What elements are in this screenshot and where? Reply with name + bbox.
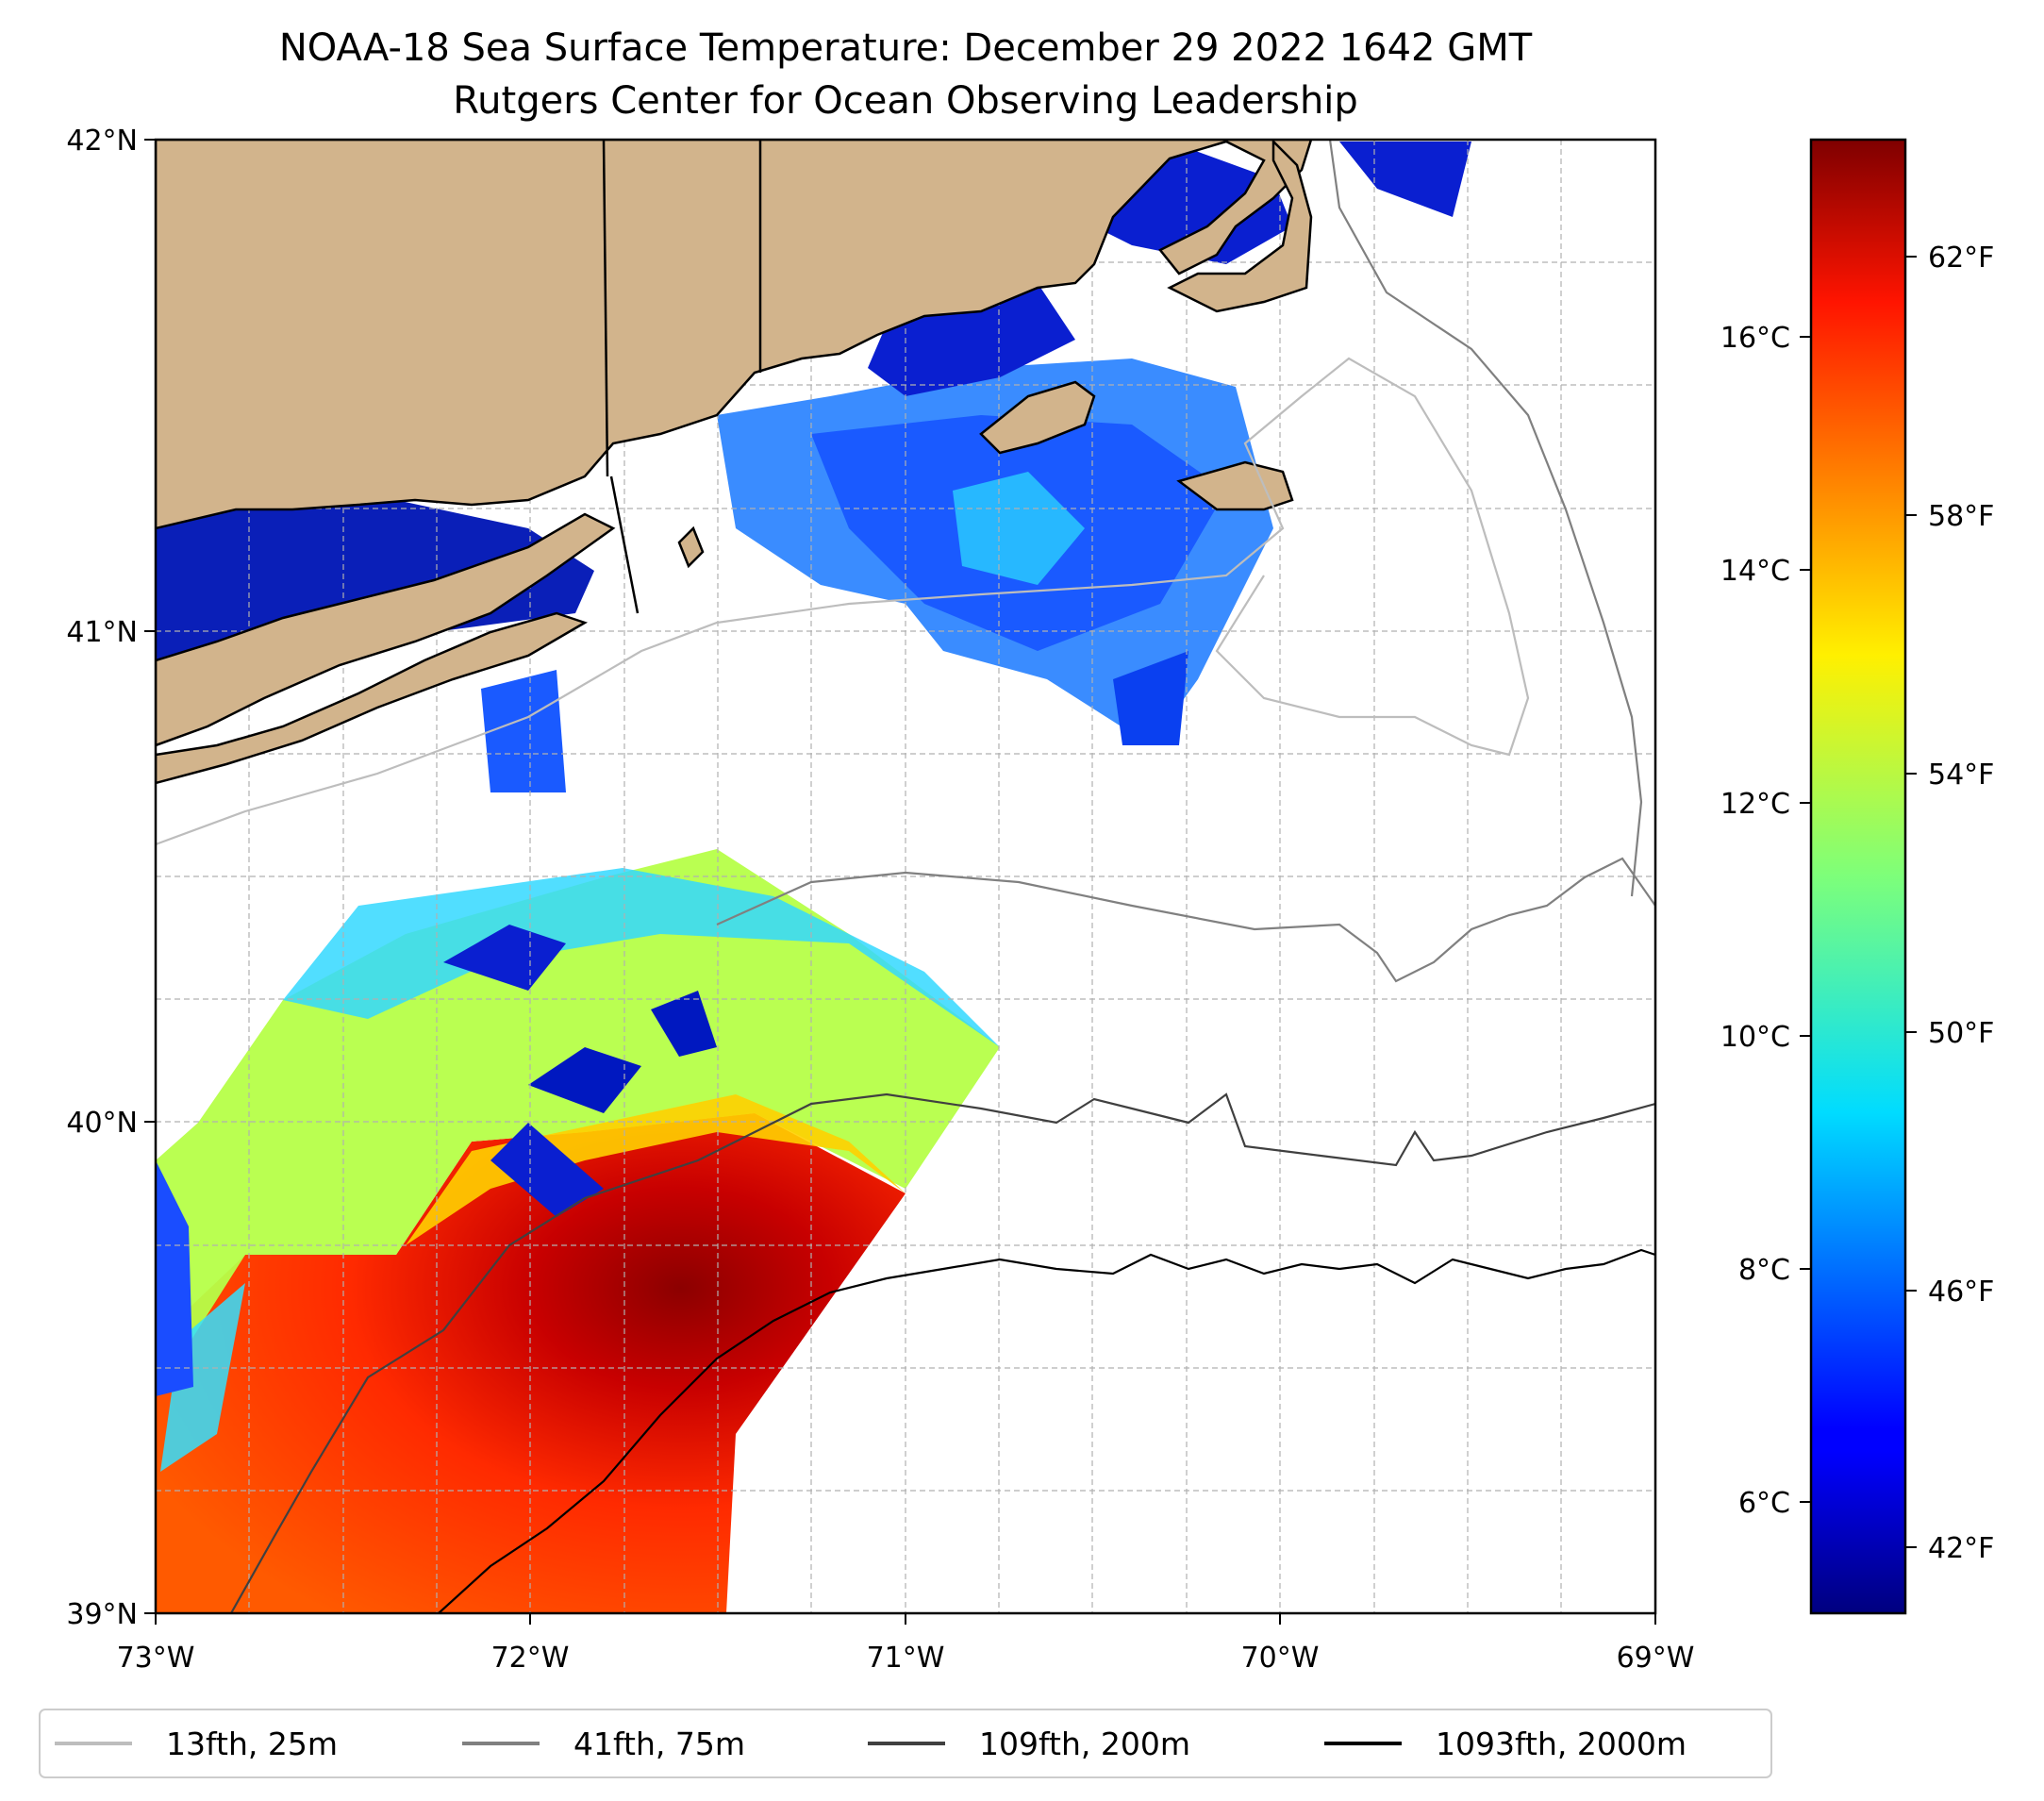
legend-item: 109fth, 200m (868, 1726, 1190, 1762)
celsius-tick-label: 6°C (1738, 1487, 1790, 1520)
colorbar: 6°C 8°C 10°C 12°C 14°C 16°C 42°F 46°F 50… (1720, 138, 1994, 1615)
x-tick-label: 72°W (491, 1642, 570, 1675)
sst-offshore-cape (1339, 142, 1471, 217)
mainland-new-england (156, 140, 1313, 530)
sst-blue-patch (1113, 651, 1188, 745)
legend-label: 1093fth, 2000m (1436, 1726, 1687, 1762)
celsius-tick-label: 8°C (1738, 1254, 1790, 1287)
fahrenheit-tick-label: 50°F (1928, 1017, 1994, 1050)
legend-item: 41fth, 75m (462, 1726, 745, 1762)
sst-blue-patch (156, 1160, 193, 1396)
fahrenheit-tick-label: 58°F (1928, 500, 1994, 533)
legend-item: 1093fth, 2000m (1324, 1726, 1687, 1762)
cape-cod (1167, 140, 1313, 313)
legend-label: 109fth, 200m (979, 1726, 1190, 1762)
celsius-ticks: 6°C 8°C 10°C 12°C 14°C 16°C (1720, 322, 1811, 1520)
celsius-tick-label: 14°C (1720, 555, 1790, 588)
figure-title: NOAA-18 Sea Surface Temperature: Decembe… (279, 26, 1533, 70)
sst-cyan-patch (160, 1283, 245, 1472)
fahrenheit-tick-label: 54°F (1928, 759, 1994, 792)
celsius-tick-label: 12°C (1720, 788, 1790, 821)
y-tick-label: 42°N (66, 125, 138, 158)
fahrenheit-ticks: 42°F 46°F 50°F 54°F 58°F 62°F (1905, 242, 1994, 1565)
fahrenheit-tick-label: 42°F (1928, 1532, 1994, 1565)
isobath-25m (156, 357, 1530, 846)
fahrenheit-tick-label: 62°F (1928, 242, 1994, 275)
sst-blue-patch (443, 925, 566, 991)
sst-blue-patch (651, 991, 717, 1057)
x-tick-label: 70°W (1241, 1642, 1320, 1675)
isobath-75m (716, 140, 1655, 983)
legend-item: 13fth, 25m (55, 1726, 338, 1762)
sst-blue-patch (481, 670, 566, 792)
y-axis: 39°N 40°N 41°N 42°N (66, 125, 156, 1631)
sst-blue-patch (528, 1047, 641, 1113)
isobath-200m (230, 1092, 1655, 1613)
south-fork (156, 611, 589, 785)
sst-cyan-patch (953, 472, 1085, 585)
celsius-tick-label: 16°C (1720, 322, 1790, 355)
celsius-tick-label: 10°C (1720, 1021, 1790, 1054)
isobaths (156, 140, 1655, 1613)
fahrenheit-tick-label: 46°F (1928, 1276, 1994, 1309)
x-tick-label: 73°W (117, 1642, 195, 1675)
x-tick-label: 69°W (1617, 1642, 1695, 1675)
y-tick-label: 40°N (66, 1107, 138, 1140)
y-tick-label: 41°N (66, 616, 138, 649)
figure-subtitle: Rutgers Center for Ocean Observing Leade… (453, 79, 1358, 123)
sst-yellow-band (406, 1094, 906, 1245)
land (156, 140, 1313, 785)
state-borders (602, 139, 762, 614)
sst-blue-patch (490, 1123, 604, 1217)
nantucket (1176, 460, 1294, 511)
legend-label: 41fth, 75m (573, 1726, 745, 1762)
isobath-2000m (438, 1248, 1655, 1613)
legend: 13fth, 25m 41fth, 75m 109fth, 200m 1093f… (39, 1709, 1772, 1778)
x-tick-label: 71°W (867, 1642, 945, 1675)
legend-label: 13fth, 25m (166, 1726, 338, 1762)
marthas-vineyard (979, 380, 1096, 455)
long-island (156, 512, 616, 747)
x-axis: 73°W 72°W 71°W 70°W 69°W (117, 1613, 1695, 1675)
colorbar-gradient (1809, 138, 1907, 1615)
block-island (677, 525, 705, 569)
sst-cyan-patch (283, 868, 1000, 1047)
y-tick-label: 39°N (66, 1598, 138, 1631)
